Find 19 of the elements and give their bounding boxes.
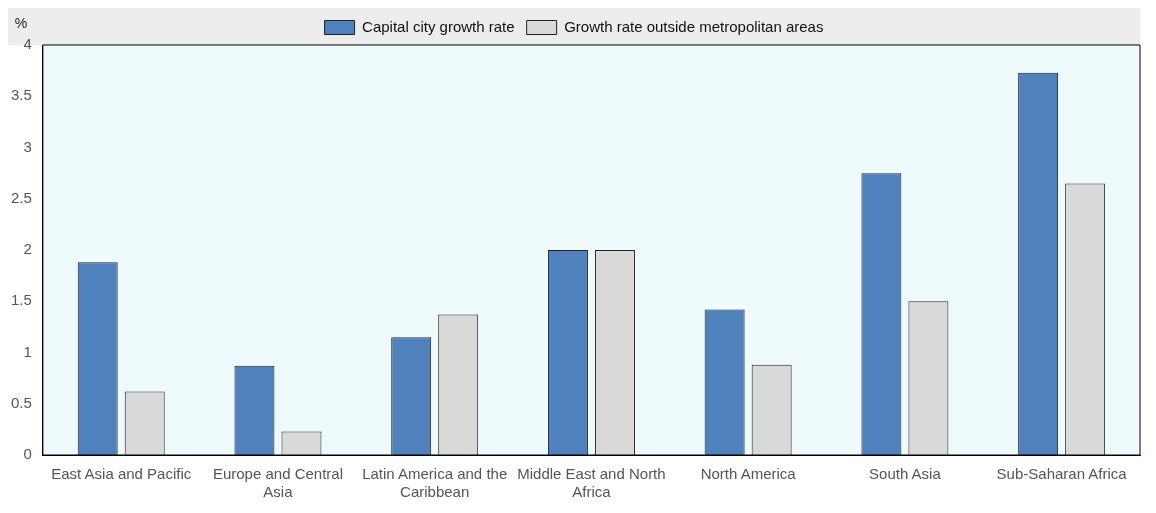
y-tick-label: 1.5	[10, 291, 32, 309]
x-tick-label: South Asia	[869, 465, 942, 483]
y-tick-label: 0	[23, 445, 32, 463]
legend-label: Capital city growth rate	[362, 17, 515, 35]
y-tick-label: 2.5	[10, 188, 32, 206]
x-tick-label: Europe and Central Asia	[212, 465, 343, 501]
y-tick-label: 4	[23, 35, 32, 53]
x-tick-label: Latin America and the Caribbean	[362, 465, 508, 501]
legend-label: Growth rate outside metropolitan areas	[564, 17, 824, 35]
x-tick-label: North America	[700, 465, 797, 483]
y-tick-label: 0.5	[10, 393, 32, 411]
x-tick-label: Sub-Saharan Africa	[996, 465, 1128, 483]
y-tick-label: 3.5	[10, 86, 32, 104]
x-tick-label: Middle East and North Africa	[517, 465, 666, 501]
y-tick-label: 2	[23, 240, 32, 258]
y-tick-label: 3	[23, 137, 32, 155]
y-tick-label: 1	[23, 342, 32, 360]
x-tick-label: East Asia and Pacific	[51, 465, 192, 483]
y-axis-title: %	[14, 14, 28, 31]
